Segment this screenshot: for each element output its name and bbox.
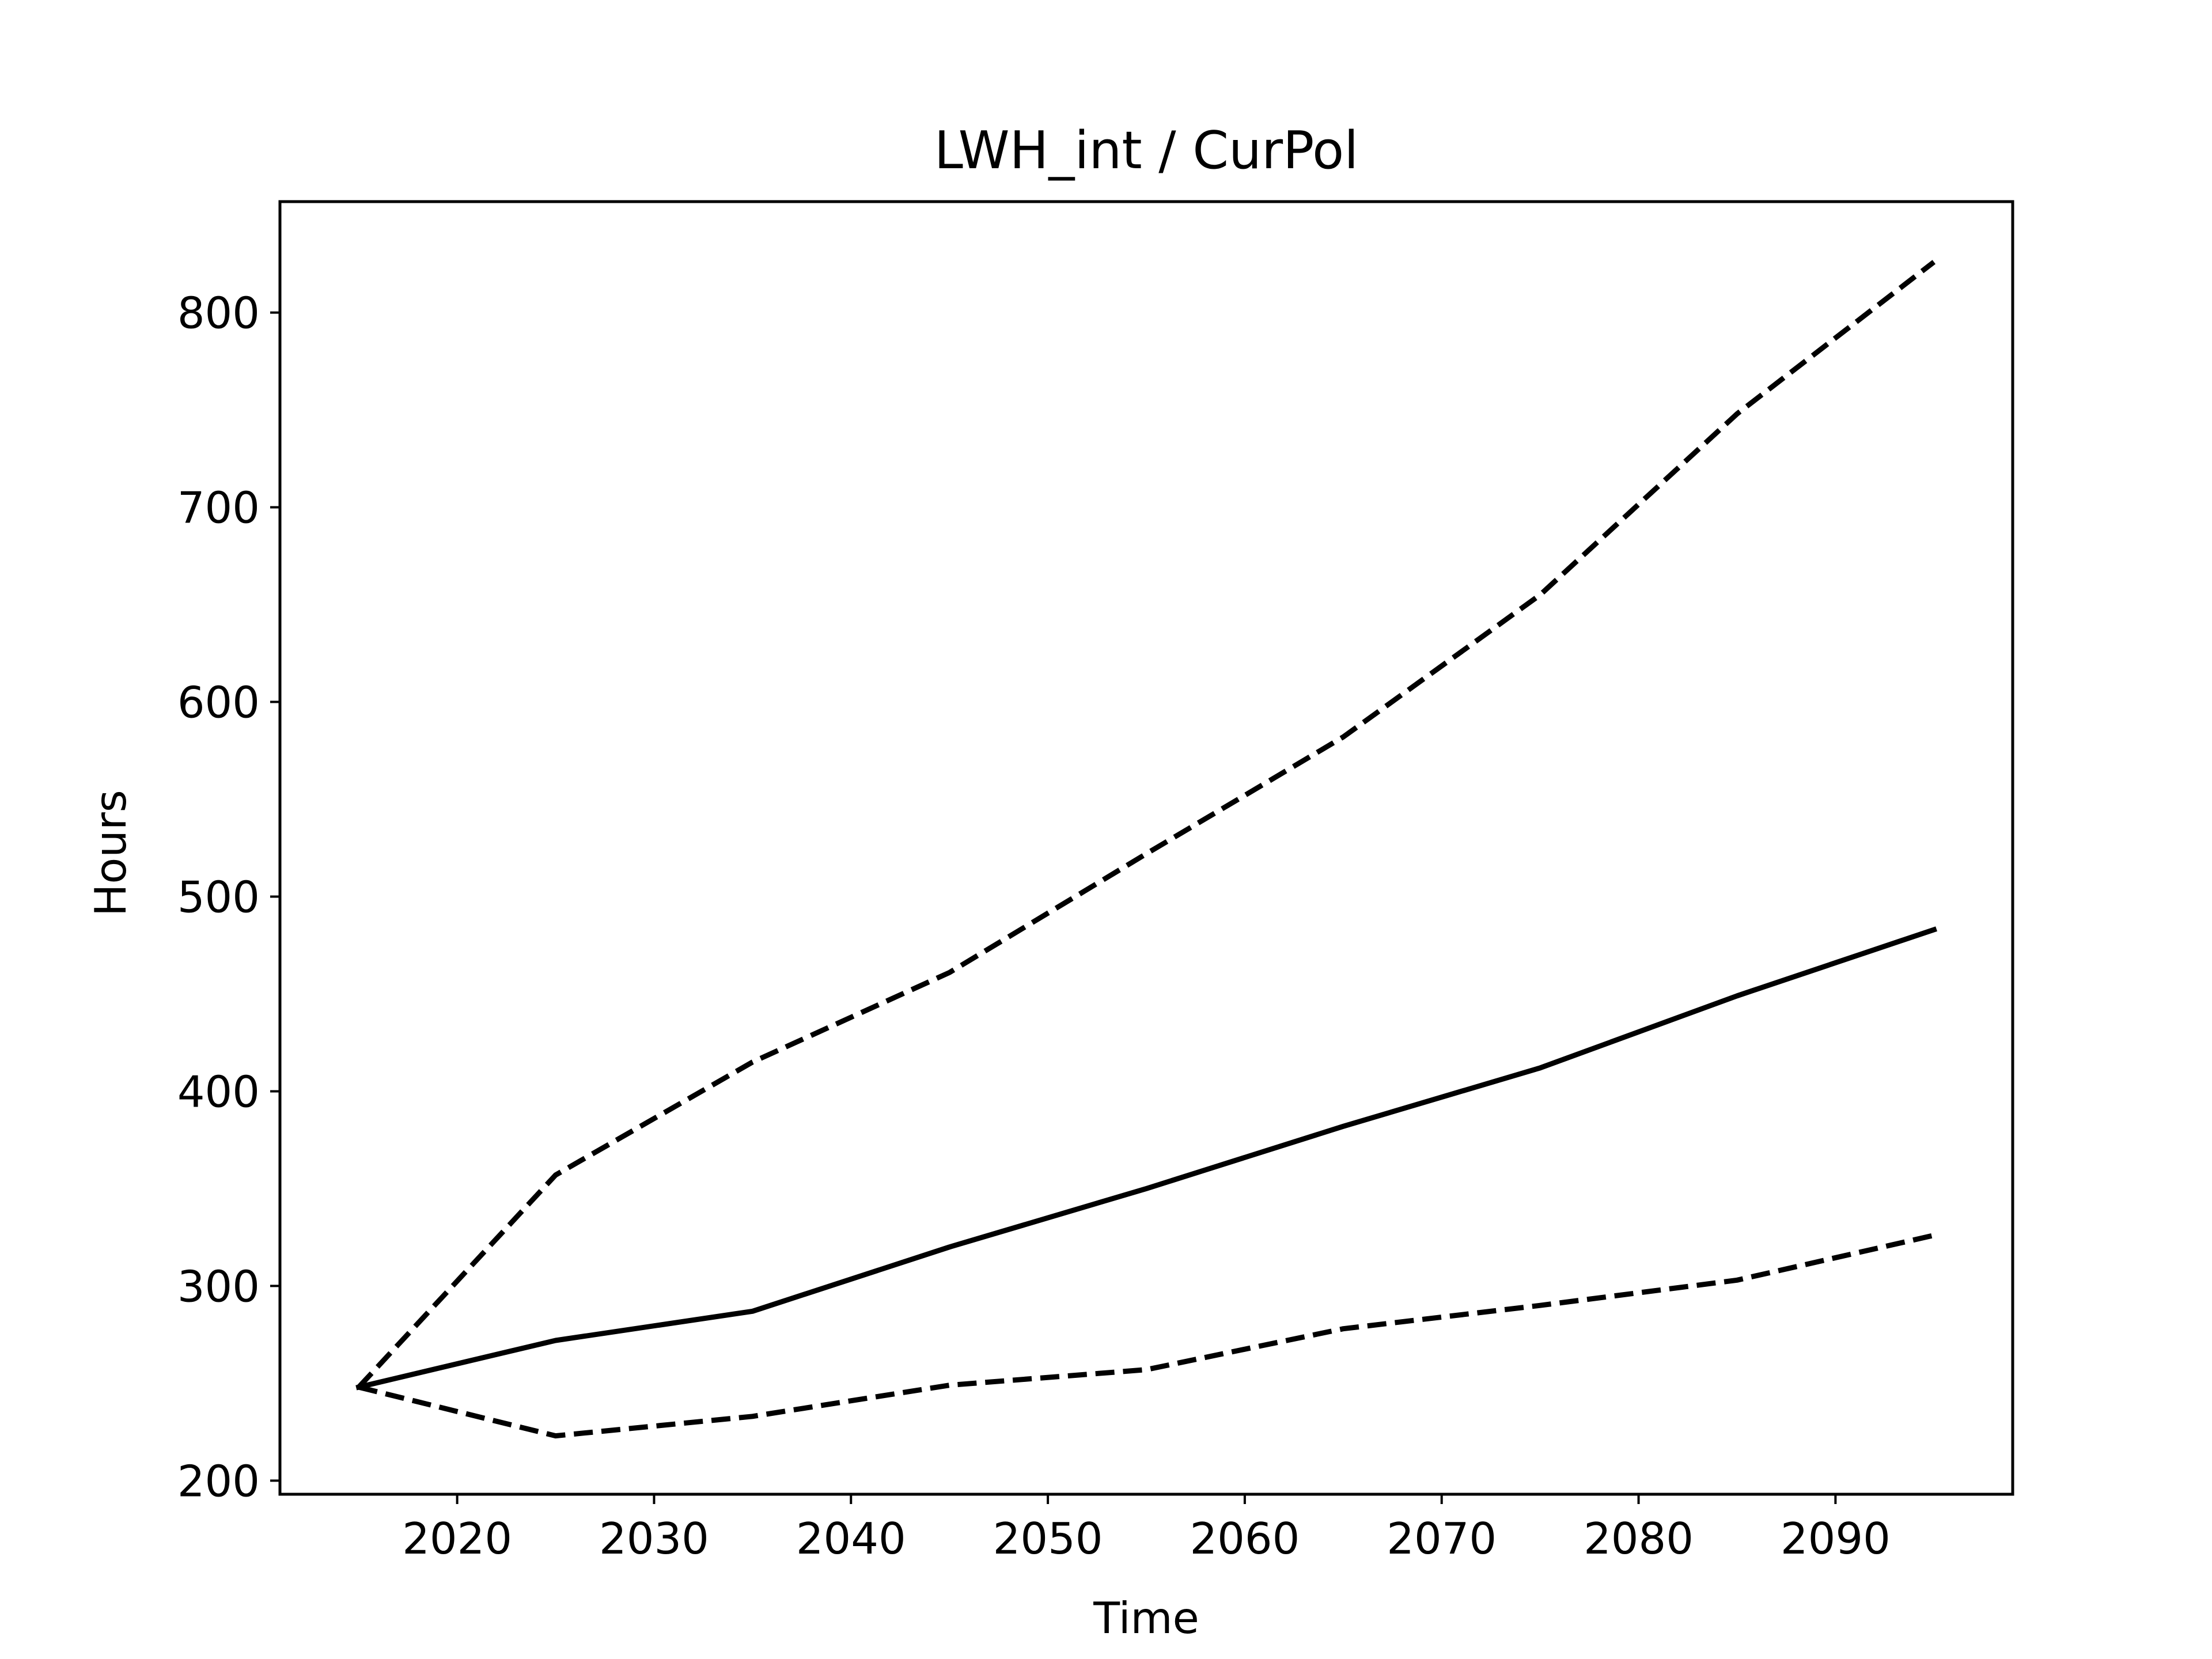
x-axis-label: Time [1093,1593,1199,1643]
x-tick-label: 2080 [1584,1513,1694,1564]
x-tick-label: 2060 [1190,1513,1300,1564]
y-tick-label: 400 [177,1066,260,1117]
y-tick-label: 600 [177,677,260,728]
upper-bound-dashed-line [357,260,1936,1389]
y-axis-ticks: 200 300 400 500 600 700 800 [177,288,280,1506]
y-tick-label: 300 [177,1261,260,1312]
median-solid-line [355,926,1937,1391]
x-tick-label: 2040 [796,1513,906,1564]
y-axis-label: Hours [85,790,136,916]
x-tick-label: 2020 [402,1513,512,1564]
y-tick-label: 700 [177,483,260,533]
x-tick-label: 2030 [599,1513,709,1564]
plot-frame [278,200,2014,1496]
y-tick-label: 500 [177,872,260,922]
y-tick-label: 200 [177,1456,260,1506]
x-axis-ticks: 2020 2030 2040 2050 2060 2070 2080 2090 [402,1494,1891,1564]
x-tick-label: 2090 [1781,1513,1891,1564]
x-tick-label: 2070 [1387,1513,1497,1564]
y-tick-label: 800 [177,288,260,339]
lower-bound-dashed-line [358,1233,1935,1439]
chart-title: LWH_int / CurPol [934,120,1358,181]
x-tick-label: 2050 [993,1513,1103,1564]
series-layer [355,260,1937,1439]
